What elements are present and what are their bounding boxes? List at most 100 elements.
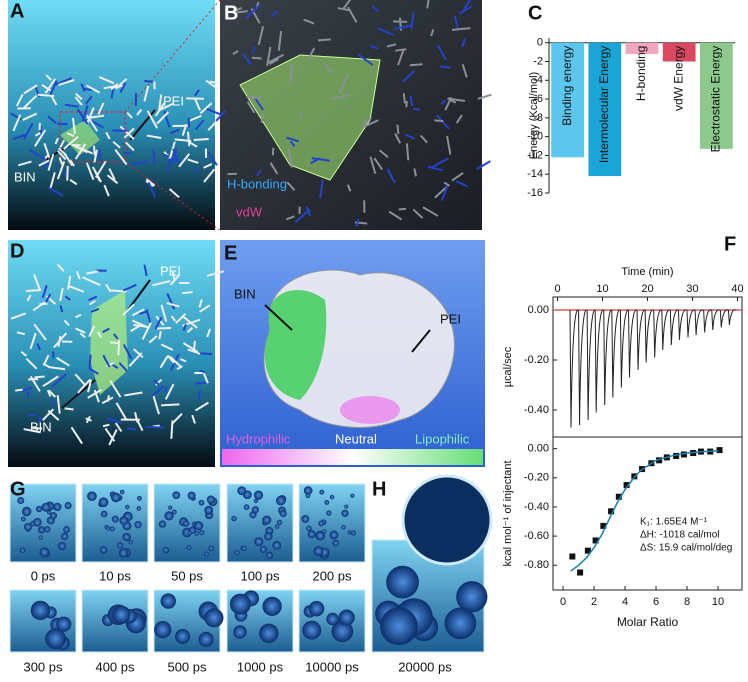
cluster bbox=[324, 500, 330, 505]
molecule-stick bbox=[194, 119, 205, 131]
molecule-stick bbox=[158, 330, 162, 340]
color-scale bbox=[222, 449, 483, 465]
molecule-stick bbox=[102, 354, 111, 368]
molecule-stick bbox=[85, 84, 101, 94]
molecule-stick bbox=[38, 159, 50, 167]
molecule-stick bbox=[122, 303, 135, 316]
molecule-stick bbox=[455, 114, 463, 124]
molecule-stick bbox=[136, 108, 143, 116]
molecule-stick bbox=[251, 56, 262, 60]
molecule-stick bbox=[66, 132, 75, 138]
molecule-stick bbox=[477, 93, 492, 100]
molecule-stick bbox=[122, 344, 133, 360]
molecule-stick bbox=[88, 300, 96, 306]
molecule-stick bbox=[75, 313, 82, 319]
molecule-stick bbox=[436, 44, 447, 61]
molecule-stick bbox=[181, 123, 188, 136]
cluster bbox=[329, 530, 339, 540]
cluster bbox=[259, 545, 267, 554]
molecule-stick bbox=[97, 102, 105, 115]
cluster bbox=[168, 505, 173, 510]
panel-label: H bbox=[372, 478, 386, 500]
panel-label: D bbox=[10, 240, 24, 262]
molecule-stick bbox=[386, 43, 397, 48]
cluster bbox=[119, 516, 129, 525]
molecule-stick bbox=[170, 420, 174, 439]
molecule-stick bbox=[405, 133, 415, 140]
molecule-stick bbox=[79, 332, 86, 339]
molecule-stick bbox=[323, 61, 333, 74]
molecule-stick bbox=[119, 125, 135, 140]
data-point bbox=[673, 452, 680, 459]
molecule-stick bbox=[311, 157, 331, 162]
molecule-stick bbox=[148, 335, 158, 344]
cluster bbox=[253, 498, 259, 504]
molecule-stick bbox=[56, 122, 68, 126]
molecule-stick bbox=[179, 358, 187, 363]
category-label: Intermolecular Energy bbox=[597, 46, 611, 163]
cluster bbox=[21, 506, 32, 517]
frame-label: 50 ps bbox=[171, 568, 203, 583]
data-point bbox=[615, 493, 622, 500]
molecule-stick bbox=[440, 65, 452, 69]
cluster bbox=[456, 581, 488, 613]
cluster bbox=[23, 522, 33, 531]
category-label: H-bonding bbox=[634, 46, 648, 101]
molecule-stick bbox=[154, 316, 163, 330]
molecule-stick bbox=[34, 375, 45, 379]
cluster bbox=[313, 546, 324, 557]
category-label: Binding energy bbox=[560, 46, 574, 126]
cluster bbox=[33, 517, 42, 527]
annotation: PEI bbox=[163, 93, 184, 108]
molecule-stick bbox=[144, 79, 153, 83]
molecule-stick bbox=[37, 93, 55, 98]
molecule-stick bbox=[20, 350, 28, 357]
molecule-stick bbox=[10, 312, 26, 320]
molecule-stick bbox=[146, 425, 164, 429]
molecule-stick bbox=[98, 76, 115, 85]
cluster bbox=[305, 493, 311, 499]
molecule-stick bbox=[48, 365, 66, 371]
molecule-stick bbox=[451, 27, 471, 31]
molecule-stick bbox=[298, 112, 303, 120]
molecule-stick bbox=[246, 101, 256, 114]
cluster bbox=[198, 499, 205, 506]
arrow bbox=[264, 304, 293, 331]
molecule-stick bbox=[193, 340, 196, 352]
cluster bbox=[175, 628, 191, 644]
molecule-stick bbox=[260, 114, 264, 123]
data-point bbox=[623, 482, 630, 489]
cluster bbox=[331, 620, 354, 643]
molecule-stick bbox=[207, 151, 218, 166]
molecule-stick bbox=[378, 149, 389, 159]
molecule-stick bbox=[170, 315, 177, 322]
molecule-stick bbox=[109, 380, 122, 398]
molecule-stick bbox=[25, 357, 38, 370]
molecule-stick bbox=[53, 332, 68, 349]
cluster bbox=[315, 530, 326, 541]
molecule-stick bbox=[269, 58, 279, 66]
cluster bbox=[279, 510, 287, 518]
cluster bbox=[254, 537, 264, 547]
x-tick-label: 8 bbox=[684, 596, 690, 608]
injection-peak bbox=[603, 309, 613, 406]
molecule-stick bbox=[97, 331, 102, 338]
cluster bbox=[61, 532, 69, 541]
molecule-stick bbox=[15, 388, 23, 392]
injection-peak bbox=[611, 309, 621, 398]
molecule-stick bbox=[303, 18, 315, 25]
molecule-stick bbox=[58, 79, 75, 86]
molecule-stick bbox=[203, 168, 216, 183]
lipophilic-region bbox=[264, 290, 327, 400]
molecule-stick bbox=[158, 94, 163, 112]
molecule-stick bbox=[93, 389, 100, 403]
molecule-stick bbox=[337, 7, 350, 12]
x-tick-label: 0 bbox=[560, 596, 566, 608]
molecule-stick bbox=[191, 414, 196, 424]
injection-peak bbox=[644, 309, 654, 363]
molecule-stick bbox=[160, 343, 174, 351]
molecule-stick bbox=[440, 184, 449, 201]
molecule-stick bbox=[269, 162, 279, 175]
scale-label: Neutral bbox=[335, 431, 377, 446]
cluster bbox=[164, 511, 174, 521]
